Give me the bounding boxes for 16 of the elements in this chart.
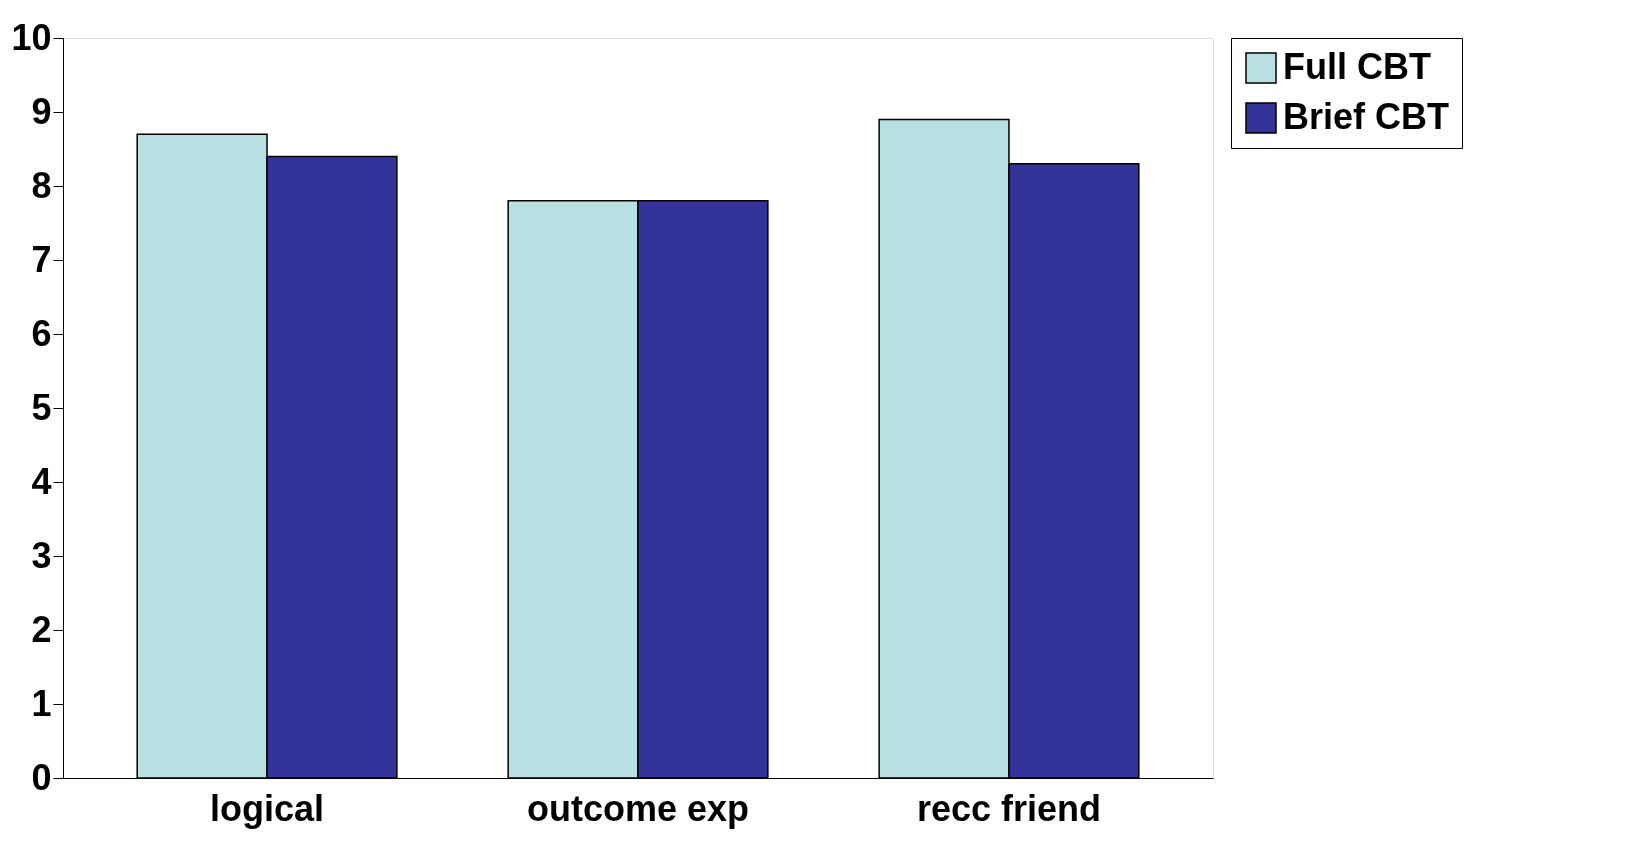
y-tick-label: 7 [31, 238, 52, 280]
y-tick-label: 6 [31, 312, 52, 354]
y-tick-label: 4 [31, 460, 52, 502]
x-tick-label: recc friend [916, 787, 1102, 829]
y-tick-label: 3 [31, 534, 52, 576]
y-tick-label: 10 [11, 16, 52, 58]
y-tick-label: 0 [31, 756, 52, 798]
y-tick-label: 5 [31, 386, 52, 428]
y-tick-label: 2 [31, 608, 52, 650]
legend-label: Brief CBT [1283, 96, 1450, 137]
legend-label: Full CBT [1283, 46, 1431, 87]
x-tick-label: logical [210, 787, 325, 829]
y-tick-label: 1 [31, 682, 52, 724]
y-tick-label: 8 [31, 164, 52, 206]
y-tick-label: 9 [31, 90, 52, 132]
x-tick-label: outcome exp [526, 787, 750, 829]
